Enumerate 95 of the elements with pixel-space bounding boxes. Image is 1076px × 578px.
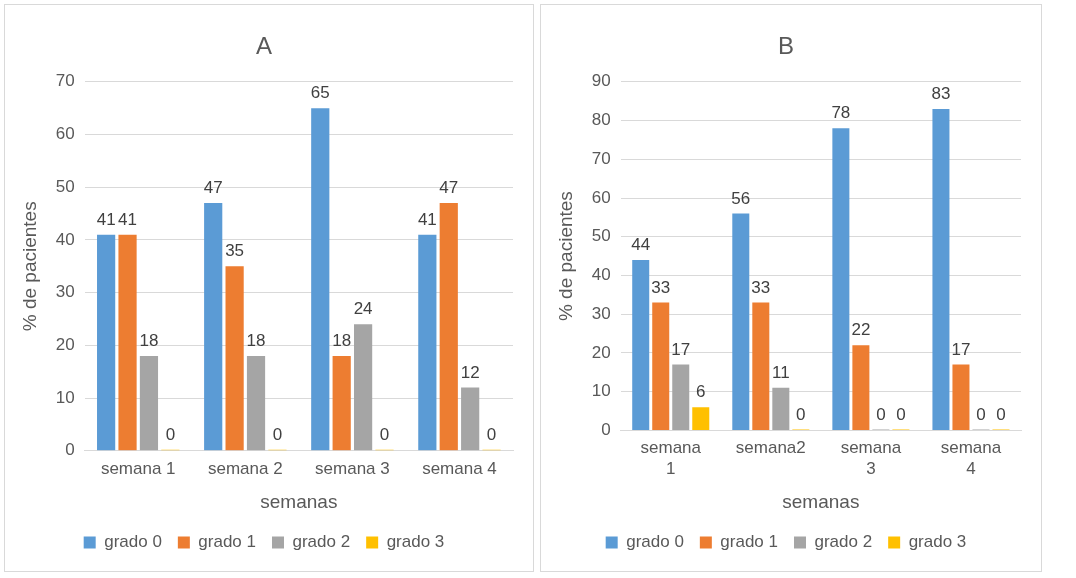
y-tick-label: 10: [591, 381, 611, 401]
bar: [97, 234, 116, 451]
bar: [246, 355, 266, 451]
data-label: 33: [651, 277, 671, 297]
y-tick-label: 30: [591, 303, 611, 323]
chart-title: A: [255, 32, 273, 60]
x-tick-label: semana 4: [940, 438, 1002, 478]
data-label: 0: [379, 424, 390, 444]
y-tick-label: 80: [591, 110, 611, 130]
y-tick-label: 0: [601, 420, 611, 440]
data-label: 41: [118, 209, 137, 229]
data-label: 56: [731, 188, 751, 208]
y-tick-label: 90: [591, 71, 611, 91]
bar: [332, 355, 351, 451]
data-label: 18: [139, 331, 159, 351]
data-label: 41: [417, 209, 437, 229]
bar: [672, 364, 690, 430]
legend-label: grado 2: [814, 532, 873, 552]
x-tick-label: semana 1: [640, 438, 702, 478]
data-label: 0: [976, 404, 986, 424]
bar: [118, 234, 137, 451]
y-tick-label: 60: [55, 124, 75, 144]
x-tick-label: semana 4: [422, 458, 497, 478]
data-label: 0: [996, 404, 1006, 424]
data-label: 18: [332, 331, 352, 351]
y-tick-label: 40: [591, 265, 611, 285]
legend-label: grado 1: [720, 532, 779, 552]
data-label: 22: [851, 320, 871, 340]
data-label: 0: [272, 424, 283, 444]
y-tick-label: 50: [55, 176, 75, 196]
data-label: 0: [486, 424, 497, 444]
legend-label: grado 3: [386, 532, 445, 552]
bar: [461, 387, 480, 451]
bar: [311, 108, 330, 451]
data-label: 83: [931, 84, 951, 104]
x-tick-label: semana2: [735, 438, 806, 458]
data-label: 35: [225, 241, 245, 261]
y-axis-title: % de pacientes: [18, 201, 40, 332]
bar: [952, 364, 970, 430]
x-tick-label: semana 3: [315, 458, 390, 478]
y-tick-label: 70: [591, 148, 611, 168]
bar: [225, 266, 244, 451]
data-label: 41: [96, 209, 116, 229]
bar: [439, 203, 458, 451]
y-tick-label: 40: [55, 229, 75, 249]
bar: [204, 203, 223, 451]
data-label: 78: [831, 103, 851, 123]
bar: [354, 324, 373, 451]
bar: [932, 108, 950, 430]
x-tick-label: semana 3: [840, 438, 902, 478]
y-tick-label: 30: [55, 282, 75, 302]
bar: [772, 387, 790, 430]
bar: [692, 407, 710, 430]
data-label: 12: [460, 362, 480, 382]
data-label: 44: [631, 235, 651, 255]
x-axis-title: semanas: [782, 490, 860, 512]
data-label: 17: [951, 339, 971, 359]
y-tick-label: 20: [591, 342, 611, 362]
y-tick-label: 10: [55, 387, 75, 407]
data-label: 33: [751, 277, 771, 297]
legend-label: grado 2: [292, 532, 351, 552]
y-tick-label: 0: [65, 440, 75, 460]
data-label: 47: [203, 178, 223, 198]
legend-label: grado 0: [104, 532, 162, 552]
bar: [652, 302, 670, 430]
legend-label: grado 0: [626, 532, 684, 552]
y-tick-label: 20: [55, 335, 75, 355]
bar: [139, 355, 159, 451]
data-label: 11: [772, 362, 790, 382]
bar: [852, 345, 870, 430]
data-label: 47: [439, 178, 459, 198]
data-label: 24: [353, 299, 373, 319]
x-axis-title: semanas: [260, 490, 338, 512]
x-tick-label: semana 1: [100, 458, 176, 478]
legend-label: grado 3: [908, 532, 967, 552]
data-label: 0: [165, 424, 176, 444]
data-label: 65: [310, 83, 330, 103]
chart-title: B: [777, 32, 795, 60]
data-label: 18: [246, 331, 266, 351]
y-tick-label: 60: [591, 187, 611, 207]
y-axis-title: % de pacientes: [554, 191, 576, 322]
data-label: 0: [796, 404, 806, 424]
data-label: 17: [671, 339, 691, 359]
bar: [632, 259, 650, 430]
legend-label: grado 1: [198, 532, 257, 552]
y-tick-label: 50: [591, 226, 611, 246]
bar: [732, 213, 750, 430]
bar: [832, 128, 850, 430]
data-label: 0: [876, 404, 886, 424]
y-tick-label: 70: [55, 71, 75, 91]
data-label: 0: [896, 404, 906, 424]
x-tick-label: semana 2: [207, 458, 283, 478]
data-label: 6: [696, 382, 706, 402]
bar: [418, 234, 437, 451]
bar: [752, 302, 770, 430]
